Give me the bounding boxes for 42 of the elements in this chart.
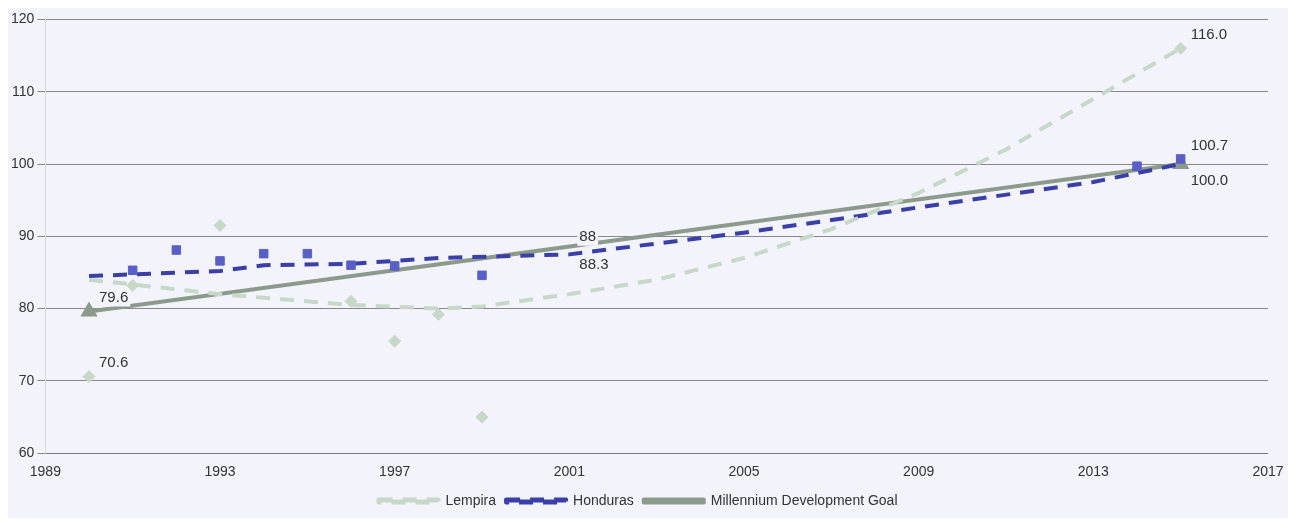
y-tick-label: 70 [18, 371, 35, 388]
point [127, 265, 138, 276]
legend-label: Honduras [573, 491, 634, 508]
point [171, 245, 182, 255]
x-tick-label: 1989 [29, 463, 62, 480]
annotation: 100.7 [1190, 135, 1229, 153]
x-tick-label: 1997 [379, 463, 411, 480]
point [344, 294, 358, 308]
annotation: 88 [579, 227, 597, 245]
point [475, 410, 489, 424]
legend-label: Millennium Development Goal [710, 491, 898, 508]
y-tick-label: 100 [11, 154, 35, 171]
annotation: 116.0 [1190, 24, 1228, 42]
y-tick-label: 120 [11, 10, 35, 27]
point [215, 256, 225, 266]
point [126, 278, 140, 292]
point [258, 248, 269, 259]
point [302, 248, 313, 259]
x-tick-label: 2005 [728, 463, 760, 480]
point [431, 307, 445, 321]
annotation: 79.6 [99, 288, 129, 306]
y-tick-label: 60 [18, 444, 35, 461]
point [213, 218, 227, 232]
point [477, 270, 487, 281]
x-tick-label: 2001 [553, 463, 586, 480]
y-tick-label: 110 [12, 82, 35, 99]
point [1132, 161, 1142, 171]
legend-label: Lempira [445, 491, 497, 508]
x-tick-label: 1993 [204, 463, 236, 480]
point [388, 334, 402, 348]
annotation: 70.6 [99, 353, 129, 371]
point [1174, 41, 1188, 55]
y-tick-label: 90 [18, 227, 35, 244]
annotation: 88.3 [579, 255, 609, 273]
x-tick-label: 2009 [903, 463, 935, 480]
annotation: 100.0 [1190, 170, 1229, 188]
point [82, 370, 96, 384]
x-tick-label: 2013 [1077, 463, 1110, 480]
point [389, 261, 400, 271]
point [346, 260, 356, 270]
y-tick-label: 80 [18, 299, 35, 316]
x-tick-label: 2017 [1252, 463, 1284, 480]
